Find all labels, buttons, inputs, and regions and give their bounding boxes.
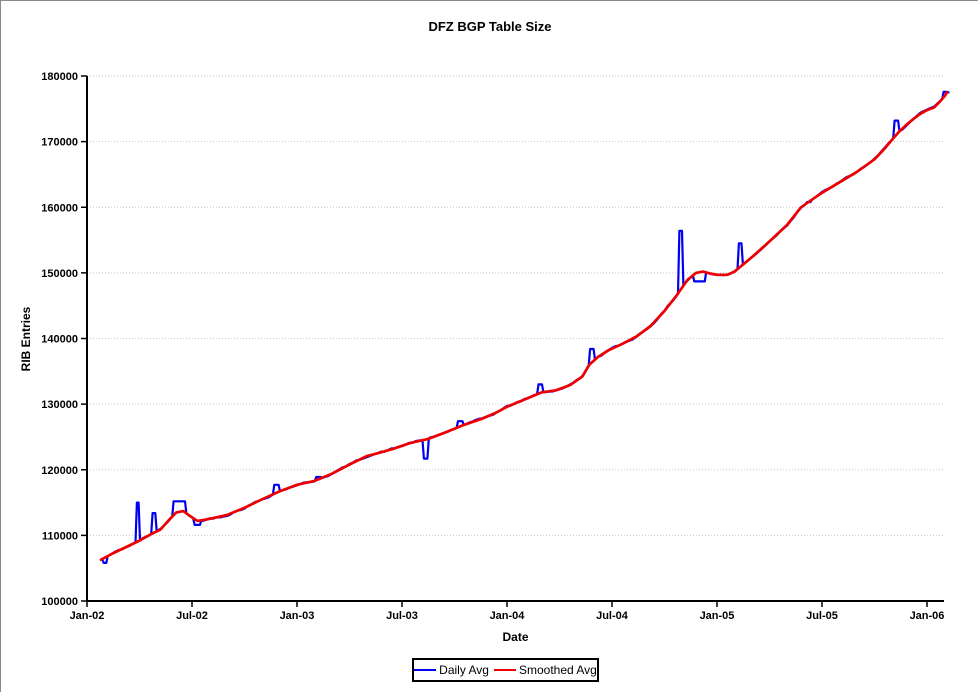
- x-tick-label: Jan-02: [70, 610, 105, 622]
- chart-title: DFZ BGP Table Size: [428, 19, 552, 34]
- legend-label-smoothed-avg: Smoothed Avg: [518, 663, 597, 677]
- y-tick-label: 170000: [41, 137, 78, 149]
- x-tick-label: Jan-04: [490, 610, 526, 622]
- y-tick-label: 120000: [41, 465, 78, 477]
- smoothed-avg-line-swatch: [493, 669, 516, 671]
- y-tick-label: 110000: [42, 530, 78, 542]
- x-tick-label: Jul-02: [176, 610, 208, 622]
- x-tick-label: Jan-05: [700, 610, 735, 622]
- y-tick-label: 100000: [41, 596, 78, 608]
- smoothed-avg-line: [99, 91, 949, 562]
- x-tick-label: Jan-06: [910, 610, 945, 622]
- legend-item-daily-avg: Daily Avg: [414, 663, 489, 677]
- x-axis-title: Date: [502, 630, 529, 644]
- daily-avg-line: [100, 90, 950, 565]
- x-tick-label: Jan-03: [280, 610, 315, 622]
- x-tick-label: Jul-05: [806, 610, 838, 622]
- y-tick-label: 160000: [41, 202, 78, 214]
- x-tick-label: Jul-03: [386, 610, 418, 622]
- daily-avg-line-swatch: [414, 669, 437, 671]
- legend: Daily Avg Smoothed Avg: [412, 658, 599, 682]
- x-tick-label: Jul-04: [596, 610, 629, 622]
- legend-label-daily-avg: Daily Avg: [439, 663, 489, 677]
- y-tick-label: 130000: [41, 399, 78, 411]
- y-tick-label: 180000: [41, 71, 78, 83]
- y-tick-label: 140000: [41, 334, 78, 346]
- legend-item-smoothed-avg: Smoothed Avg: [493, 663, 597, 677]
- y-tick-label: 150000: [41, 268, 78, 280]
